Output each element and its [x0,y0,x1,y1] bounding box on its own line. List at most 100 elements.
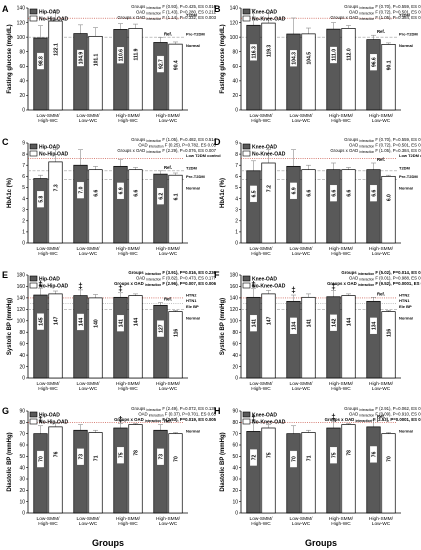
significance-marker: ‡ [118,284,122,293]
stat-value: F (1.05), P=0.384, ES 0.005 [374,15,421,20]
stat-term: Groups [131,137,146,142]
value-label: 78 [133,450,139,456]
significance-marker: ‡ [118,415,122,424]
category-label: High-SMM/Low-WC [369,113,394,124]
bar-oad [366,426,381,514]
bar-oad [113,165,128,244]
value-label: 90.4 [173,60,179,70]
value-label: 90.1 [386,60,392,70]
bar-oad [33,178,48,244]
stat-line: Groups x OAD interaction F (2.53), P=0.0… [114,417,217,423]
value-label: 122.1 [53,43,59,56]
value-label-box [92,315,99,332]
value-label: 6.6 [306,189,312,196]
y-tick-label: 7 [235,163,238,169]
bar-no-oad [381,175,396,244]
reference-line-label: Pre-T2DM [399,32,418,37]
value-label: 144 [133,318,139,327]
value-label: 78 [346,450,352,456]
value-label: 70 [38,456,44,462]
category-label-line: Low-SMM/ [37,381,61,387]
value-label-box [385,451,392,468]
stat-value: F (9.52), P=0.0001, ES 0.52 [374,281,421,286]
y-tick-label: 80 [232,49,238,55]
stat-subscript: interaction [146,139,161,143]
bar-oad [366,39,381,111]
category-label-line: High-WC [38,251,58,257]
value-label-box [172,324,179,341]
bar-no-oad [88,35,103,111]
y-tick-label: 0 [22,108,25,114]
stat-subscript: interaction [359,408,374,412]
stat-subscript: interaction [145,283,161,287]
y-tick-label: 5 [235,185,238,191]
value-label: 6.6 [133,189,139,196]
value-label-box [92,450,99,467]
bar-oad [73,429,88,514]
category-label-line: Low-SMM/ [250,381,274,387]
value-label-box [265,447,272,464]
bar-oad [366,300,381,379]
category-label-line: Low-WC [292,521,311,527]
stat-subscript: interaction [359,6,374,10]
bar-oad [246,431,261,514]
category-label-line: High-SMM/ [116,246,141,252]
stat-value: F (5.02), P=0.014, ES 0.509 [374,270,421,275]
stat-line: Groups x OAD interaction F (1.05), P=0.3… [330,15,421,21]
stat-value: F (3.91), P=0.016, ES 0.236 [161,270,216,275]
stat-subscript: interaction [146,278,161,282]
stat-term: OAD [136,276,147,281]
reference-line-label: Pre-T2DM [186,174,205,179]
value-label-box [77,181,84,199]
stat-value: F (1.14), P=0.332, ES 0.003 [161,15,216,20]
bar-no-oad [88,432,103,514]
value-label-box [305,50,312,67]
legend-swatch [29,8,38,15]
value-label-box [172,188,179,205]
normal-label: Normal [399,186,413,191]
value-label-box [290,182,297,200]
value-label-box [117,447,124,464]
category-label-line: Low-SMM/ [37,113,61,119]
stat-line: OAD interaction F (0.01), P=0.988, ES 0.… [349,276,421,282]
value-label: 6.6 [93,189,99,196]
y-tick-label: 20 [232,488,238,494]
value-label: 73 [78,454,84,460]
bar-no-oad [381,433,396,514]
value-label: 116 [386,329,392,337]
bar-oad [73,33,88,111]
value-label: 134 [291,321,297,330]
stat-value: F (2.53), P=0.0001, ES 0.010 [372,417,421,422]
legend-entry: No-Knee-OAD [252,151,286,157]
stat-term: OAD [349,143,360,148]
bar-oad [326,296,341,379]
category-label-line: High-WC [118,386,138,392]
y-tick-label: 10 [232,499,238,505]
normal-label: Normal [399,315,413,320]
category-label: High-SMM/Low-WC [369,246,394,257]
category-label-line: High-WC [118,521,138,527]
y-tick-label: 60 [19,341,25,347]
legend-entry: No-Hip-OAD [39,419,69,425]
value-label: 75 [266,452,272,458]
y-tick-label: 30 [19,477,25,483]
stat-subscript: interaction [359,17,374,21]
category-label-line: Low-SMM/ [290,516,314,522]
legend-entry: No-Hip-OAD [39,283,69,289]
stat-value: F (1.43), P=0.280, ES 0.212 [161,10,216,15]
category-label-line: High-SMM/ [369,113,394,119]
ref-marker: Ref. [164,165,172,170]
stat-line: Groups x OAD interaction F (2.96), P=0.0… [114,281,217,287]
y-tick-label: 80 [232,420,238,426]
y-tick-label: 0 [22,511,25,517]
value-label-box [37,313,44,330]
category-label: High-SMM/High-WC [329,381,354,392]
value-label-box [117,47,124,64]
category-label-line: High-WC [38,386,58,392]
category-label: Low-SMM/Low-WC [77,113,101,124]
value-label-box [37,450,44,468]
y-tick-label: 50 [19,454,25,460]
value-label-box [330,447,337,464]
panel-letter: B [214,4,221,14]
bar-no-oad [261,293,276,379]
